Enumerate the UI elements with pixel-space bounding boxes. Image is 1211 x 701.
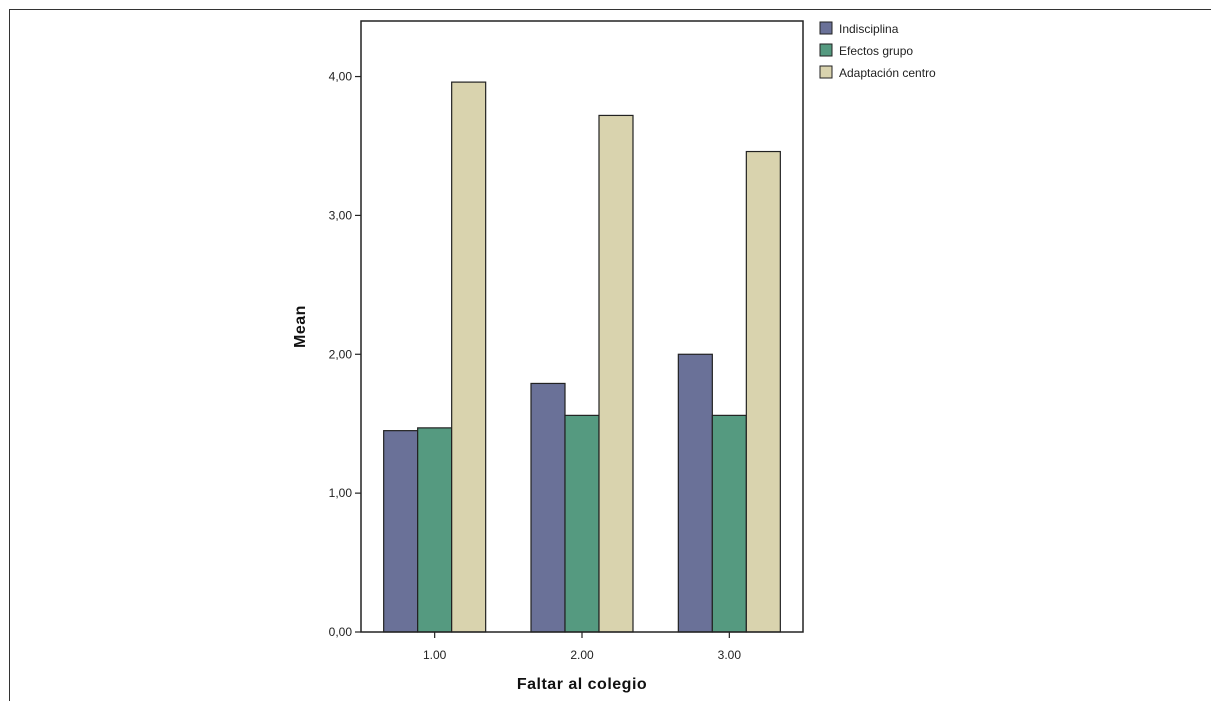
legend: Indisciplina Efectos grupo Adaptación cent… <box>819 21 936 80</box>
x-axis-title: Faltar al colegio <box>517 676 647 693</box>
bar-efectos-grupo-0 <box>417 427 453 633</box>
y-tick-label: 4,00 <box>329 70 353 84</box>
legend-label: Efectos grupo <box>839 44 913 58</box>
bar-efectos-grupo-1 <box>564 414 600 633</box>
y-axis-title: Mean <box>292 305 309 348</box>
x-tick-label: 3.00 <box>718 648 742 662</box>
y-axis: 0,00 1,00 2,00 3,00 4,00 <box>329 70 361 639</box>
x-axis: 1.00 2.00 3.00 <box>423 632 741 662</box>
bar-adaptaci-n-centro-2 <box>745 150 781 633</box>
bar-efectos-grupo-2 <box>711 414 747 633</box>
bar-adaptaci-n-centro-1 <box>598 114 634 633</box>
y-tick-label: 1,00 <box>329 486 353 500</box>
bar-indisciplina-0 <box>383 430 419 633</box>
bar-indisciplina-2 <box>677 353 713 633</box>
x-tick-label: 1.00 <box>423 648 447 662</box>
y-tick-label: 2,00 <box>329 347 353 361</box>
y-tick-label: 0,00 <box>329 625 353 639</box>
legend-swatch <box>819 21 833 35</box>
bars <box>383 81 781 633</box>
legend-swatch <box>819 43 833 57</box>
bar-indisciplina-1 <box>530 382 566 633</box>
figure-frame <box>9 9 1211 701</box>
legend-label: Adaptación centro <box>839 66 936 80</box>
legend-label: Indisciplina <box>839 22 899 36</box>
y-tick-label: 3,00 <box>329 208 353 222</box>
bar-adaptaci-n-centro-0 <box>451 81 487 633</box>
legend-swatch <box>819 65 833 79</box>
x-tick-label: 2.00 <box>570 648 594 662</box>
